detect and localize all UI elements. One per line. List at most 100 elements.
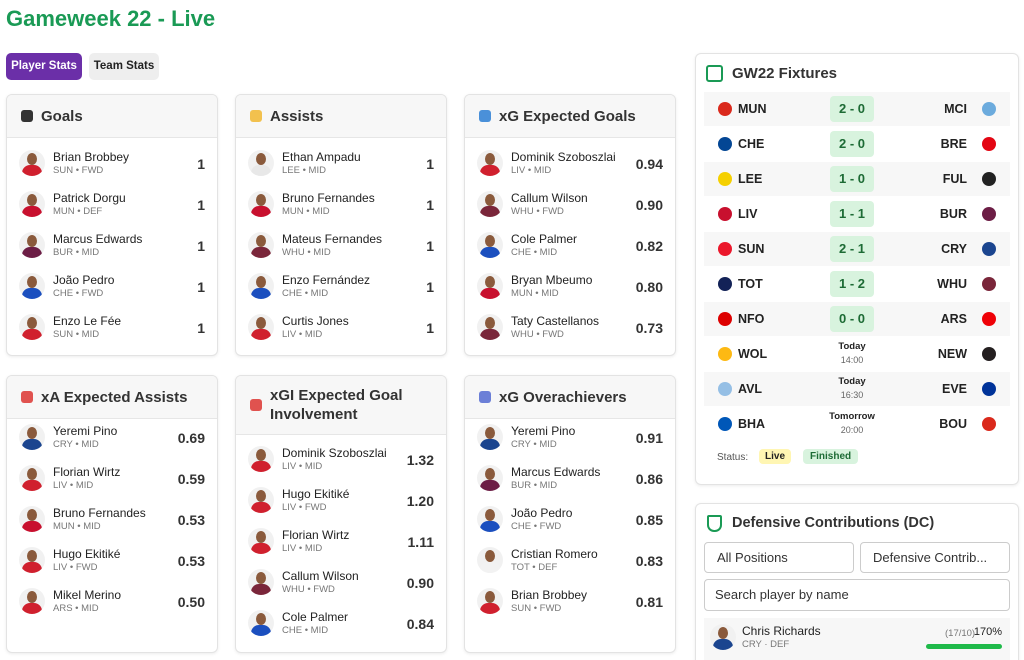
away-team: CRY bbox=[941, 242, 967, 256]
calendar-icon bbox=[706, 65, 723, 82]
card-title: Assists bbox=[270, 108, 324, 125]
avatar-head bbox=[256, 194, 266, 206]
player-meta: CHE • FWD bbox=[511, 521, 562, 532]
team-badge bbox=[982, 347, 996, 361]
player-name: Dominik Szoboszlai bbox=[511, 150, 616, 164]
avatar-head bbox=[27, 235, 37, 247]
player-meta: BUR • MID bbox=[511, 480, 558, 491]
player-meta: TOT • DEF bbox=[511, 562, 558, 573]
player-name: Cristian Romero bbox=[511, 547, 598, 561]
player-meta: LIV • FWD bbox=[53, 562, 98, 573]
stat-value: 0.83 bbox=[635, 553, 663, 569]
search-input[interactable]: Search player by name bbox=[704, 579, 1010, 611]
player-avatar bbox=[477, 273, 503, 299]
player-avatar bbox=[19, 150, 45, 176]
stat-value: 1 bbox=[426, 279, 434, 295]
avatar-head bbox=[485, 550, 495, 562]
stat-value: 1.11 bbox=[407, 534, 434, 550]
avatar-shirt bbox=[22, 521, 42, 532]
player-name: Taty Castellanos bbox=[511, 314, 600, 328]
player-avatar bbox=[19, 191, 45, 217]
player-meta: WHU • FWD bbox=[511, 329, 564, 340]
tab[interactable]: Team Stats bbox=[89, 53, 159, 80]
fixture-row: TOT 1 - 2 WHU bbox=[704, 267, 1010, 301]
player-meta: MUN • MID bbox=[282, 206, 330, 217]
position-filter[interactable]: All Positions bbox=[704, 542, 854, 573]
avatar-shirt bbox=[251, 543, 271, 554]
player-name: Dominik Szoboszlai bbox=[282, 446, 387, 460]
team-badge bbox=[982, 312, 996, 326]
kickoff-day: Tomorrow bbox=[829, 411, 875, 422]
team-badge bbox=[718, 137, 732, 151]
avatar-shirt bbox=[480, 480, 500, 491]
player-name: Brian Brobbey bbox=[511, 588, 588, 602]
stat-value: 1 bbox=[426, 320, 434, 336]
player-name: João Pedro bbox=[53, 273, 115, 287]
avatar-head bbox=[256, 153, 266, 165]
team-badge bbox=[718, 207, 732, 221]
team-badge bbox=[982, 242, 996, 256]
player-meta: MUN • DEF bbox=[53, 206, 103, 217]
card-icon bbox=[479, 110, 491, 122]
avatar-head bbox=[485, 509, 495, 521]
team-badge bbox=[982, 277, 996, 291]
kickoff-time: 16:30 bbox=[840, 390, 864, 400]
home-team: WOL bbox=[738, 347, 768, 361]
avatar-shirt bbox=[480, 562, 500, 573]
card-header bbox=[465, 376, 675, 419]
away-team: MCI bbox=[944, 102, 967, 116]
stat-value: 0.84 bbox=[406, 616, 434, 632]
stat-value: 1.32 bbox=[406, 452, 434, 468]
tab[interactable]: Player Stats bbox=[6, 53, 82, 80]
dc-ratio: (17/10) bbox=[945, 628, 976, 639]
stat-filter[interactable]: Defensive Contrib... bbox=[860, 542, 1010, 573]
score: 1 - 0 bbox=[830, 166, 874, 192]
avatar-head bbox=[718, 627, 728, 639]
avatar-head bbox=[485, 153, 495, 165]
avatar-shirt bbox=[480, 329, 500, 340]
player-name: Florian Wirtz bbox=[282, 528, 350, 542]
kickoff-day: Today bbox=[838, 376, 866, 387]
player-avatar bbox=[19, 547, 45, 573]
player-avatar bbox=[477, 150, 503, 176]
home-team: AVL bbox=[738, 382, 763, 396]
player-avatar bbox=[477, 232, 503, 258]
dc-card: Defensive Contributions (DC) All Position… bbox=[695, 503, 1019, 660]
legend-live: Live bbox=[759, 449, 792, 464]
stat-value: 1 bbox=[197, 197, 205, 213]
fixture-row: BHA Tomorrow 20:00 BOU bbox=[704, 407, 1010, 441]
stat-card: Assists Ethan Ampadu LEE • MID 1 Bruno Ferna… bbox=[235, 94, 447, 356]
stat-value: 0.59 bbox=[177, 471, 205, 487]
kickoff-time: 20:00 bbox=[840, 425, 864, 435]
player-name: Hugo Ekitiké bbox=[53, 547, 121, 561]
stat-value: 0.86 bbox=[635, 471, 663, 487]
team-badge bbox=[982, 172, 996, 186]
avatar-head bbox=[256, 572, 266, 584]
fixture-row: SUN 2 - 1 CRY bbox=[704, 232, 1010, 266]
avatar-shirt bbox=[22, 480, 42, 491]
score: 2 - 0 bbox=[830, 96, 874, 122]
player-avatar bbox=[477, 191, 503, 217]
avatar-shirt bbox=[480, 439, 500, 450]
fixture-row: NFO 0 - 0 ARS bbox=[704, 302, 1010, 336]
avatar-shirt bbox=[480, 206, 500, 217]
stat-value: 0.50 bbox=[177, 594, 205, 610]
stat-card: xA Expected Assists Yeremi Pino CRY • MID 0… bbox=[6, 375, 218, 653]
team-badge bbox=[718, 172, 732, 186]
avatar-shirt bbox=[22, 562, 42, 573]
avatar-shirt bbox=[22, 288, 42, 299]
avatar-head bbox=[256, 276, 266, 288]
fixture-row: LIV 1 - 1 BUR bbox=[704, 197, 1010, 231]
player-meta: MUN • MID bbox=[511, 288, 559, 299]
card-title: xG Overachievers bbox=[499, 389, 627, 406]
player-avatar bbox=[248, 569, 274, 595]
home-team: LEE bbox=[738, 172, 763, 186]
player-meta: WHU • FWD bbox=[511, 206, 564, 217]
player-avatar bbox=[248, 610, 274, 636]
card-icon bbox=[479, 391, 491, 403]
home-team: LIV bbox=[738, 207, 758, 221]
legend-finished: Finished bbox=[803, 449, 859, 464]
score: 1 - 1 bbox=[830, 201, 874, 227]
player-meta: SUN • FWD bbox=[53, 165, 104, 176]
card-icon bbox=[21, 391, 33, 403]
